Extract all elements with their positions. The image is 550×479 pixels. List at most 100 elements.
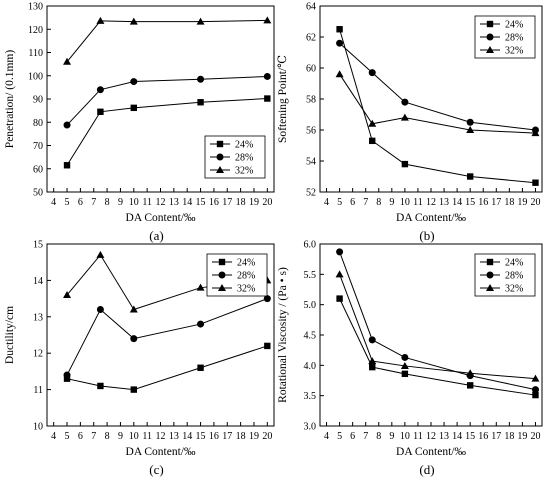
y-tick-label: 56 — [306, 126, 316, 137]
x-tick-label: 12 — [156, 431, 166, 442]
legend-marker — [486, 258, 494, 266]
x-tick-label: 8 — [376, 197, 381, 208]
legend: 24% 28% 32% — [204, 135, 266, 179]
series-line-1 — [339, 298, 536, 396]
x-tick-label: 8 — [105, 431, 110, 442]
series-line-3 — [339, 73, 536, 134]
data-point-series-1 — [197, 364, 204, 371]
data-point-series-2 — [96, 306, 104, 314]
x-tick-label: 8 — [376, 431, 381, 442]
x-tick-label: 9 — [389, 197, 394, 208]
x-tick-label: 10 — [400, 197, 410, 208]
y-axis-label: Ductility/cm — [4, 306, 16, 364]
legend-label: 24% — [505, 258, 523, 269]
panel-label: (d) — [419, 462, 434, 477]
chart-panel-3: 4 5 6 7 8 9 10 11 12 13 14 15 16 17 18 19 20101112131415… — [4, 240, 275, 477]
legend-label: 28% — [505, 271, 523, 282]
y-tick-label: 54 — [306, 157, 316, 168]
x-tick-label: 15 — [465, 197, 475, 208]
y-tick-label: 5.5 — [304, 270, 317, 281]
data-point-series-2 — [263, 295, 271, 303]
data-point-series-1 — [466, 173, 474, 180]
y-axis-label: Rotational Viscosity / (Pa • s) — [277, 267, 289, 403]
data-point-series-1 — [97, 382, 104, 390]
x-tick-label: 9 — [118, 431, 123, 442]
x-axis-label: DA Content/‰ — [126, 446, 196, 458]
y-tick-label: 130 — [28, 2, 43, 13]
legend-label: 32% — [235, 166, 253, 177]
x-tick-label: 18 — [236, 197, 246, 208]
y-tick-label: 62 — [306, 33, 316, 44]
data-point-series-3 — [335, 270, 344, 278]
data-point-series-3 — [335, 70, 344, 78]
data-point-series-2 — [368, 336, 376, 344]
x-tick-label: 11 — [413, 197, 423, 208]
legend-label: 24% — [237, 258, 255, 269]
x-tick-label: 9 — [118, 197, 123, 208]
data-point-series-3 — [263, 16, 272, 24]
x-tick-label: 16 — [478, 431, 488, 442]
x-axis-label: DA Content/‰ — [396, 446, 466, 458]
x-tick-label: 20 — [530, 197, 540, 208]
x-tick-label: 6 — [350, 431, 355, 442]
data-point-series-3 — [96, 250, 105, 258]
data-point-series-1 — [336, 26, 343, 33]
x-tick-label: 8 — [105, 197, 110, 208]
data-point-series-2 — [197, 75, 205, 83]
x-tick-label: 6 — [78, 431, 83, 442]
data-point-series-2 — [130, 335, 138, 343]
x-tick-label: 5 — [337, 197, 342, 208]
x-tick-label: 19 — [517, 197, 527, 208]
data-point-series-3 — [129, 305, 138, 313]
legend-label: 28% — [505, 33, 523, 44]
data-point-series-1 — [369, 363, 376, 371]
x-tick-label: 19 — [517, 431, 527, 442]
x-tick-label: 7 — [91, 197, 96, 208]
legend-marker — [486, 20, 494, 28]
x-tick-label: 15 — [465, 431, 475, 442]
x-axis-label: DA Content/‰ — [126, 212, 196, 224]
data-point-series-1 — [532, 391, 539, 399]
data-point-series-3 — [368, 357, 377, 365]
y-tick-label: 100 — [28, 71, 43, 82]
x-tick-label: 4 — [324, 431, 329, 442]
x-tick-label: 7 — [363, 197, 368, 208]
y-tick-label: 58 — [306, 95, 316, 106]
legend-label: 24% — [505, 20, 523, 31]
x-tick-label: 11 — [142, 197, 152, 208]
data-point-series-1 — [264, 95, 271, 102]
y-tick-label: 12 — [33, 349, 43, 360]
y-tick-label: 80 — [33, 118, 43, 129]
data-point-series-2 — [130, 78, 138, 86]
data-point-series-1 — [369, 137, 376, 145]
data-point-series-2 — [466, 118, 474, 126]
x-tick-label: 17 — [491, 197, 501, 208]
data-point-series-3 — [129, 17, 138, 25]
x-tick-label: 9 — [389, 431, 394, 442]
x-tick-label: 12 — [426, 197, 436, 208]
legend-box — [474, 253, 536, 297]
x-tick-label: 5 — [65, 197, 70, 208]
y-tick-label: 14 — [33, 276, 43, 287]
x-tick-label: 14 — [182, 431, 192, 442]
data-point-series-3 — [63, 57, 72, 65]
x-tick-label: 18 — [236, 431, 246, 442]
y-tick-label: 15 — [33, 240, 43, 251]
x-tick-label: 15 — [196, 197, 206, 208]
legend-label: 32% — [237, 284, 255, 295]
chart-panel-4: 4 5 6 7 8 9 10 11 12 13 14 15 16 17 18 19 20 3.0 3.5 4.0 4.5… — [277, 240, 543, 477]
data-point-series-2 — [401, 98, 409, 106]
y-tick-label: 64 — [306, 2, 316, 13]
x-tick-label: 19 — [249, 197, 259, 208]
x-tick-label: 4 — [51, 431, 56, 442]
x-tick-label: 10 — [129, 197, 139, 208]
x-tick-label: 7 — [91, 431, 96, 442]
series-line-1 — [66, 345, 268, 391]
data-point-series-1 — [264, 342, 271, 350]
y-tick-label: 110 — [28, 48, 43, 59]
data-point-series-3 — [466, 126, 475, 133]
data-point-series-2 — [63, 371, 71, 379]
y-tick-label: 70 — [33, 141, 43, 152]
data-point-series-3 — [196, 283, 205, 291]
x-tick-label: 18 — [504, 431, 514, 442]
